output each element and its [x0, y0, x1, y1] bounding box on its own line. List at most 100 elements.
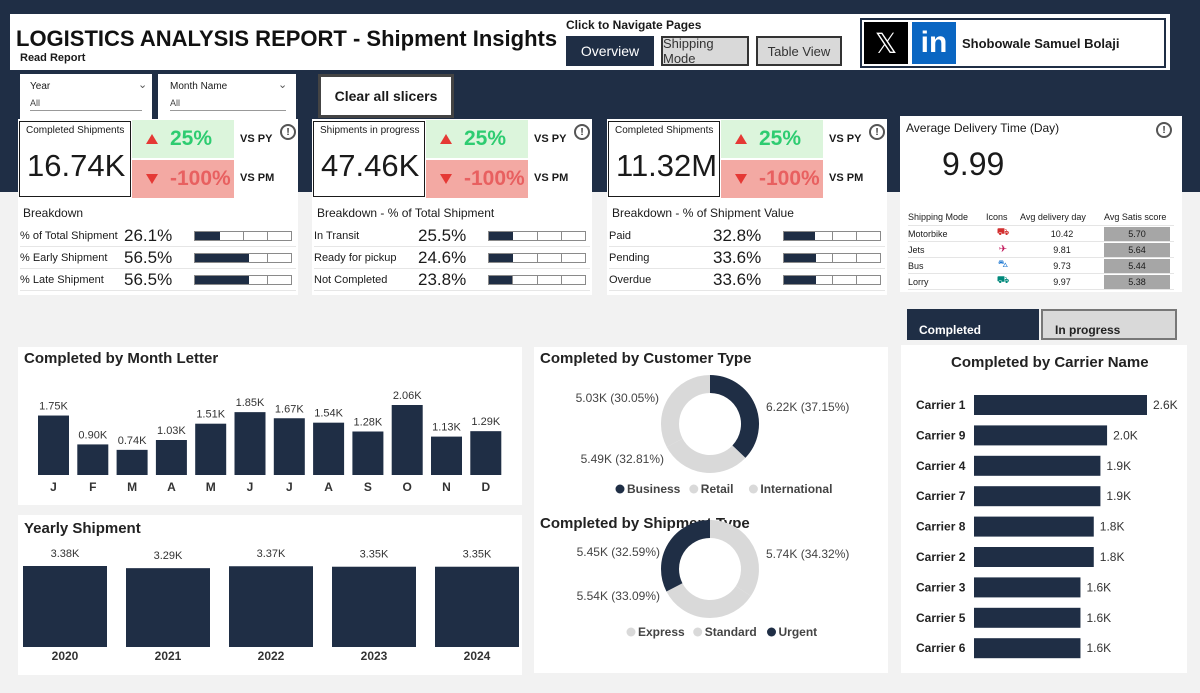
kpi-vs-py-label: VS PY: [534, 133, 567, 145]
chevron-down-icon[interactable]: ⌄: [138, 79, 148, 91]
nav-overview-button[interactable]: Overview: [566, 36, 654, 66]
legend-label[interactable]: Retail: [701, 482, 734, 496]
completed-toggle[interactable]: Completed: [907, 309, 1039, 340]
clear-slicers-button[interactable]: Clear all slicers: [318, 74, 454, 118]
page-title: LOGISTICS ANALYSIS REPORT - Shipment Ins…: [16, 26, 558, 51]
donut-slice[interactable]: [709, 520, 759, 597]
bar[interactable]: [116, 449, 148, 475]
kpi-vs-py-pct: 25%: [759, 127, 802, 150]
bar[interactable]: [23, 566, 107, 647]
month-slicer[interactable]: Month Name ⌄ All: [158, 74, 296, 122]
bar[interactable]: [273, 418, 305, 475]
kpi-card-in-progress: Shipments in progress 47.46K 25% VS PY -…: [312, 119, 592, 295]
up-arrow-icon: [735, 134, 747, 144]
bar[interactable]: [974, 638, 1081, 659]
breakdown-bar: [488, 252, 586, 263]
donut-slice[interactable]: [709, 375, 759, 458]
bar[interactable]: [391, 405, 423, 475]
tick-label: J: [247, 480, 254, 494]
legend-marker: [615, 484, 625, 494]
tick-label: F: [89, 480, 96, 494]
delivery-row: Motorbike ⛟ 10.42 5.70: [908, 226, 1174, 242]
chevron-down-icon[interactable]: ⌄: [278, 79, 288, 91]
donut-slice[interactable]: [666, 582, 751, 618]
bar[interactable]: [77, 444, 109, 475]
x-logo-icon[interactable]: 𝕏: [864, 22, 908, 64]
bar[interactable]: [332, 566, 416, 647]
breakdown-row: % of Total Shipment 26.1%: [20, 225, 296, 247]
breakdown-bar: [194, 274, 292, 285]
data-label: 3.35K: [463, 549, 492, 561]
data-label: 1.51K: [196, 409, 225, 421]
bar[interactable]: [974, 607, 1081, 628]
bar[interactable]: [974, 547, 1094, 567]
donut-slice[interactable]: [661, 520, 711, 592]
year-slicer[interactable]: Year ⌄ All: [20, 74, 152, 122]
bar[interactable]: [195, 423, 227, 475]
delivery-row: Bus ⛍ 9.73 5.44: [908, 258, 1174, 274]
month-slicer-value[interactable]: All: [170, 98, 286, 111]
breakdown-bar-fill: [784, 253, 817, 262]
bar[interactable]: [234, 412, 266, 475]
donut-slice[interactable]: [666, 438, 746, 473]
nav-shipping-mode-button[interactable]: Shipping Mode: [661, 36, 749, 66]
lorry-icon: ⛟: [996, 275, 1010, 286]
linkedin-logo-icon[interactable]: in: [912, 22, 956, 64]
bar[interactable]: [126, 568, 210, 647]
bar[interactable]: [974, 486, 1101, 507]
chart-title: Completed by Customer Type: [540, 350, 752, 367]
kpi-vs-pm-label: VS PM: [534, 172, 569, 184]
in-progress-toggle[interactable]: In progress: [1041, 309, 1177, 340]
bar[interactable]: [431, 436, 462, 475]
kpi-label: Completed Shipments: [26, 125, 125, 136]
delivery-value: 9.99: [942, 146, 1005, 182]
kpi-value: 11.32M: [616, 148, 718, 183]
info-icon[interactable]: !: [574, 124, 590, 140]
year-slicer-value[interactable]: All: [30, 98, 142, 111]
bar[interactable]: [155, 440, 187, 475]
legend-label[interactable]: Urgent: [779, 625, 818, 639]
bar[interactable]: [352, 431, 384, 475]
donut-slice[interactable]: [661, 375, 711, 448]
info-icon[interactable]: !: [869, 124, 885, 140]
breakdown-bar: [194, 252, 292, 263]
avg-satis-score: 5.44: [1104, 258, 1170, 273]
bar[interactable]: [38, 415, 69, 475]
kpi-main-box: Completed Shipments 11.32M: [608, 121, 720, 197]
breakdown-row: % Early Shipment 56.5%: [20, 247, 296, 269]
legend-label[interactable]: Business: [627, 482, 681, 496]
col-header[interactable]: Avg Satis score: [1104, 211, 1167, 222]
breakdown-name: % Early Shipment: [20, 251, 108, 264]
avg-delivery-day: 9.81: [1053, 244, 1071, 255]
bar[interactable]: [974, 577, 1081, 598]
legend-label[interactable]: Express: [638, 625, 685, 639]
tick-label: S: [364, 480, 372, 494]
bar[interactable]: [974, 425, 1108, 446]
data-label: 3.35K: [360, 549, 389, 561]
bar[interactable]: [313, 422, 345, 475]
data-label: 0.74K: [118, 435, 147, 447]
nav-table-view-button[interactable]: Table View: [756, 36, 842, 66]
bar[interactable]: [974, 395, 1147, 415]
year-slicer-label: Year: [30, 81, 51, 92]
legend-label[interactable]: International: [760, 482, 832, 496]
read-report-link[interactable]: Read Report: [20, 52, 86, 64]
bar[interactable]: [974, 455, 1101, 476]
tick-label: 2021: [155, 649, 182, 663]
bar[interactable]: [470, 431, 502, 475]
info-icon[interactable]: !: [1156, 122, 1172, 138]
kpi-vs-py-cell: 25%: [426, 120, 528, 158]
avg-satis-score: 5.64: [1104, 242, 1170, 257]
bar[interactable]: [435, 566, 519, 647]
breakdown-value: 23.8%: [418, 269, 467, 289]
bar[interactable]: [229, 566, 313, 647]
breakdown-name: Paid: [609, 229, 632, 242]
info-icon[interactable]: !: [280, 124, 296, 140]
down-arrow-icon: [440, 174, 452, 184]
kpi-vs-py-pct: 25%: [464, 127, 507, 150]
bar[interactable]: [974, 516, 1094, 537]
kpi-main-box: Completed Shipments 16.74K: [19, 121, 131, 197]
data-label: 1.6K: [1086, 580, 1111, 594]
data-label: 2.06K: [393, 390, 422, 402]
legend-label[interactable]: Standard: [705, 625, 757, 639]
